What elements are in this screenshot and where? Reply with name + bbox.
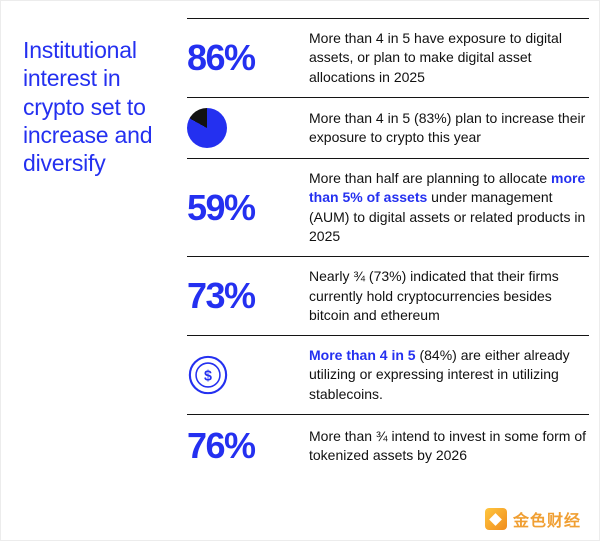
stat-row-tokenized-assets: 76% More than ¾ intend to invest in some… — [187, 414, 589, 477]
page-title: Institutional interest in crypto set to … — [23, 37, 153, 176]
watermark-text: 金色财经 — [512, 513, 581, 530]
stat-row-exposure: 86% More than 4 in 5 have exposure to di… — [187, 18, 589, 97]
stat-column — [187, 107, 309, 148]
stat-value-76: 76% — [187, 425, 256, 467]
text-segment: under management (AUM) to digital assets… — [309, 189, 586, 244]
stat-row-hold-crypto: 73% Nearly ¾ (73%) indicated that their … — [187, 256, 589, 335]
svg-text:$: $ — [204, 368, 212, 384]
text-segment-highlight: More than 4 in 5 — [309, 347, 416, 364]
text-segment: (84%) are either already utilizing or ex… — [309, 347, 570, 402]
stat-description: More than 4 in 5 (83%) plan to increase … — [309, 109, 589, 148]
stat-description: More than ¾ intend to invest in some for… — [309, 427, 589, 466]
stat-column: 86% — [187, 37, 309, 79]
stat-value-59: 59% — [187, 186, 256, 228]
text-segment: More than 4 in 5 have exposure to digita… — [309, 30, 562, 85]
pie-chart-icon — [187, 107, 227, 148]
watermark: 金色财经 — [484, 507, 581, 531]
text-segment-highlight: more than 5% of assets — [309, 169, 586, 206]
stat-description: Nearly ¾ (73%) indicated that their firm… — [309, 267, 589, 325]
stat-value-73: 73% — [187, 275, 256, 317]
text-segment: More than 4 in 5 (83%) plan to increase … — [309, 109, 586, 145]
stat-column: 76% — [187, 425, 309, 467]
stat-row-aum-allocation: 59% More than half are planning to alloc… — [187, 157, 589, 256]
stat-column: 59% — [187, 187, 309, 229]
stat-description: More than 4 in 5 (84%) are either alread… — [309, 346, 589, 404]
stats-list: 86% More than 4 in 5 have exposure to di… — [187, 18, 589, 477]
dollar-coin-icon: $ — [188, 355, 228, 395]
stat-column: $ — [187, 354, 309, 396]
stat-description: More than half are planning to allocate … — [309, 169, 589, 246]
stat-row-increase-exposure: More than 4 in 5 (83%) plan to increase … — [187, 96, 589, 158]
text-segment: More than ¾ intend to invest in some for… — [309, 427, 587, 464]
stat-value-86: 86% — [187, 36, 256, 78]
stat-description: More than 4 in 5 have exposure to digita… — [309, 29, 589, 87]
text-segment: More than half are planning to allocate — [309, 169, 552, 186]
stat-column: 73% — [187, 275, 309, 317]
jinse-logo-icon — [484, 508, 507, 530]
text-segment: Nearly ¾ (73%) indicated that their firm… — [309, 268, 559, 323]
stat-row-stablecoins: $ More than 4 in 5 (84%) are either alre… — [187, 335, 589, 414]
